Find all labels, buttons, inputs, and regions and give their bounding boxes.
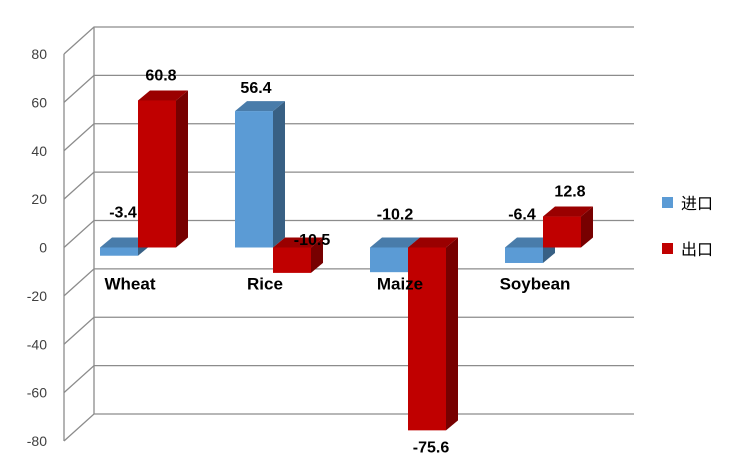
y-tick-label: -40 <box>27 336 47 352</box>
data-label: -10.5 <box>294 232 331 249</box>
data-label: -10.2 <box>377 207 414 224</box>
bar-side-maize-1 <box>446 237 458 431</box>
bar-top-rice-0 <box>235 101 285 112</box>
bar-side-rice-0 <box>273 101 285 248</box>
gridline <box>63 413 634 442</box>
bar-soybean-import <box>505 247 543 263</box>
legend-item-import: 进口 <box>662 190 746 214</box>
legend-item-export: 出口 <box>662 236 746 260</box>
legend: 进口 出口 <box>662 190 746 282</box>
legend-swatch-export <box>662 242 673 254</box>
bar-top-soybean-1 <box>543 206 593 217</box>
legend-swatch-import <box>662 196 673 208</box>
data-label: 12.8 <box>554 184 585 201</box>
bar-maize-export <box>408 247 446 431</box>
bar-top-wheat-0 <box>100 237 150 248</box>
bar-maize-import <box>370 247 408 273</box>
category-label: Wheat <box>105 275 156 294</box>
gridline <box>63 316 634 345</box>
bar-side-soybean-1 <box>581 206 593 248</box>
bar-wheat-import <box>100 247 138 256</box>
bar-side-rice-1 <box>311 237 323 273</box>
bar-top-soybean-0 <box>505 237 555 248</box>
legend-label-import: 进口 <box>681 194 714 213</box>
data-label: -75.6 <box>413 439 450 456</box>
bar-top-wheat-1 <box>138 90 188 101</box>
category-label: Soybean <box>500 275 571 294</box>
y-tick-label: 80 <box>31 46 47 62</box>
gridline <box>63 364 634 394</box>
data-label: -6.4 <box>508 207 536 224</box>
bar-top-rice-1 <box>273 237 323 248</box>
y-tick-label: 20 <box>31 191 47 207</box>
category-label: Rice <box>247 275 283 294</box>
bar-rice-import <box>235 111 273 248</box>
data-label: 60.8 <box>145 67 176 84</box>
y-tick-label: -80 <box>27 433 47 449</box>
data-label: 56.4 <box>240 80 271 97</box>
bar-top-maize-0 <box>370 237 420 248</box>
bar-top-maize-1 <box>408 237 458 248</box>
bar-soybean-export <box>543 216 581 248</box>
gridline <box>63 26 634 55</box>
bar-rice-export <box>273 247 311 273</box>
bar-side-wheat-1 <box>176 90 188 248</box>
legend-label-export: 出口 <box>681 240 714 259</box>
y-tick-label: 60 <box>31 94 47 110</box>
bar-wheat-export <box>138 100 176 248</box>
category-label: Maize <box>377 275 423 294</box>
data-label: -3.4 <box>109 205 137 222</box>
y-tick-label: -20 <box>27 288 47 304</box>
y-tick-label: 0 <box>39 240 47 256</box>
y-tick-label: -60 <box>27 385 47 401</box>
y-tick-label: 40 <box>31 143 47 159</box>
